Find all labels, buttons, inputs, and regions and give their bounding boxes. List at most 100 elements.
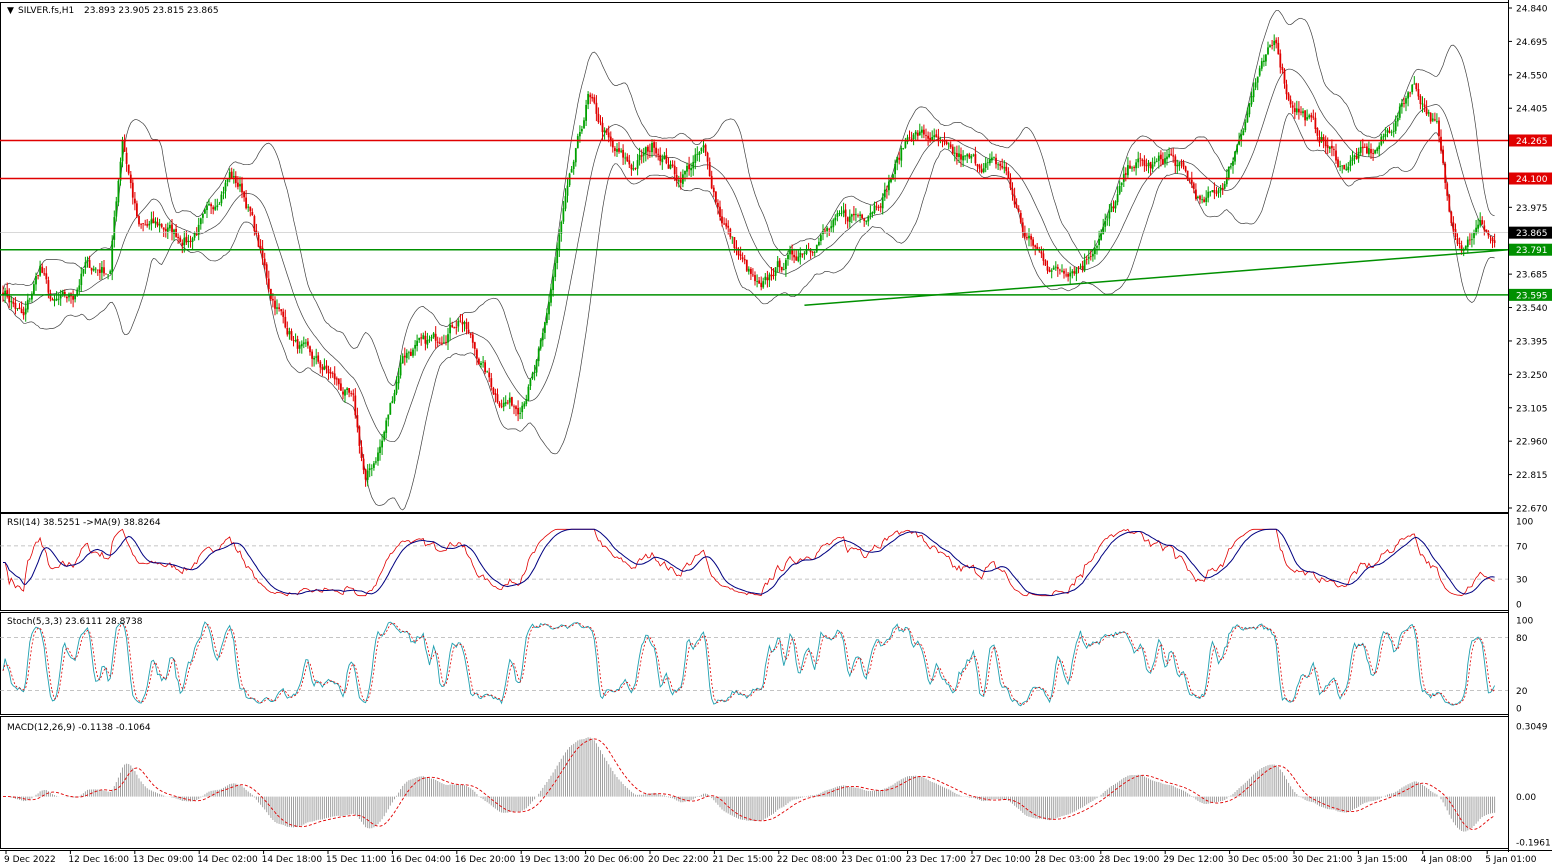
candle-body: [727, 225, 730, 228]
stoch-label: Stoch(5,3,3) 23.6111 28.8738: [7, 617, 143, 627]
time-tick-label: 21 Dec 15:00: [712, 855, 773, 865]
candle-body: [383, 432, 386, 440]
candle-body: [220, 194, 223, 204]
candle-body: [237, 182, 239, 187]
candle-body: [6, 290, 9, 297]
candle-body: [972, 154, 975, 156]
candle-body: [224, 182, 227, 192]
candle-body: [614, 148, 616, 151]
candle-body: [1252, 88, 1255, 98]
candle-body: [457, 320, 460, 327]
candle-body: [595, 102, 598, 114]
candle-body: [305, 342, 307, 344]
price-tick-label: 23.685: [1516, 271, 1548, 281]
candle-body: [513, 406, 515, 408]
candle-body: [443, 342, 445, 344]
candle-body: [197, 224, 200, 235]
candle-body: [1219, 187, 1222, 191]
candle-body: [319, 361, 322, 368]
candle-body: [356, 415, 359, 428]
candle-body: [191, 238, 194, 242]
candle-body: [1421, 103, 1424, 105]
candle-body: [527, 386, 530, 400]
candle-body: [381, 440, 383, 448]
candle-body: [1133, 167, 1135, 169]
candle-body: [270, 289, 272, 300]
candle-body: [37, 275, 39, 276]
candle-body: [1298, 108, 1300, 113]
candle-body: [1073, 271, 1076, 274]
candle-body: [471, 334, 474, 343]
candle-body: [1089, 256, 1092, 257]
candle-body: [529, 379, 532, 387]
candle-body: [1275, 39, 1278, 44]
candle-body: [850, 214, 853, 217]
candle-body: [640, 155, 643, 157]
candle-body: [1162, 159, 1164, 164]
candle-body: [583, 120, 585, 129]
candle-body: [587, 94, 589, 105]
candle-body: [1279, 53, 1282, 68]
header-arrow[interactable]: ▼: [7, 6, 14, 16]
candle-body: [59, 294, 62, 299]
candle-body: [956, 153, 958, 157]
candle-body: [1127, 165, 1129, 176]
candle-body: [177, 236, 179, 238]
candle-body: [352, 393, 355, 395]
candle-body: [1040, 251, 1043, 254]
candle-body: [877, 207, 880, 208]
candle-body: [397, 375, 400, 384]
candle-body: [94, 268, 97, 270]
candle-body: [8, 295, 11, 303]
candle-body: [813, 252, 816, 253]
candle-body: [478, 358, 480, 365]
candle-body: [375, 461, 377, 463]
candle-body: [1306, 117, 1308, 120]
candle-body: [671, 164, 674, 167]
candle-body: [921, 129, 923, 133]
support-resistance-lines[interactable]: 24.265 24.100 23.791 23.595 23.865: [0, 134, 1552, 306]
price-tick-label: 24.550: [1516, 71, 1548, 81]
candle-body: [1056, 267, 1059, 269]
candle-body: [515, 406, 517, 410]
candle-body: [1440, 136, 1442, 151]
candle-body: [970, 155, 973, 159]
price-tick-label: 24.695: [1516, 38, 1548, 48]
candle-body: [1215, 192, 1218, 194]
candle-body: [430, 337, 433, 339]
candle-body: [465, 322, 468, 330]
candle-body: [467, 329, 470, 333]
candle-body: [504, 402, 507, 404]
candle-body: [908, 137, 911, 139]
candle-body: [830, 226, 833, 229]
candle-body: [1024, 232, 1026, 237]
candle-body: [579, 132, 581, 137]
time-tick-label: 22 Dec 08:00: [777, 855, 838, 865]
candle-body: [694, 154, 697, 163]
candle-body: [531, 373, 534, 379]
candle-body: [1310, 115, 1313, 118]
candle-body: [78, 285, 81, 290]
candle-body: [863, 219, 866, 221]
candle-body: [1378, 145, 1381, 150]
candle-body: [914, 131, 917, 135]
candle-body: [1242, 130, 1245, 135]
candle-body: [292, 340, 295, 341]
candle-body: [846, 217, 849, 222]
candle-body: [1287, 93, 1290, 100]
candle-body: [912, 134, 915, 140]
time-tick-label: 3 Jan 15:00: [1356, 855, 1408, 865]
candle-body: [1456, 238, 1459, 244]
candle-body: [1248, 103, 1251, 115]
time-tick-label: 23 Dec 17:00: [906, 855, 967, 865]
candle-body: [1431, 118, 1434, 121]
candle-body: [1436, 121, 1438, 122]
candle-body: [152, 218, 155, 223]
candle-body: [539, 339, 542, 349]
candle-body: [134, 198, 136, 204]
current-price-label: 23.865: [1516, 229, 1548, 239]
candle-body: [84, 262, 87, 268]
candle-body: [704, 144, 707, 153]
candle-body: [1118, 185, 1121, 194]
